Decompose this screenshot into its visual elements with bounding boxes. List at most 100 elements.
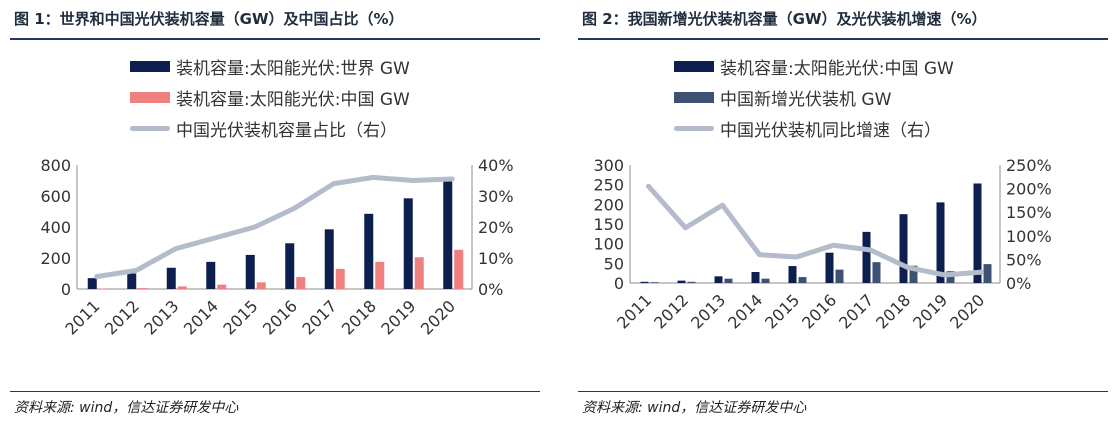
- bar: [946, 271, 955, 283]
- bar: [98, 288, 108, 290]
- y2-tick-label: 200%: [1006, 180, 1052, 199]
- y2-tick-label: 0%: [478, 280, 503, 299]
- bar: [835, 269, 844, 283]
- figure1-title: 图 1：世界和中国光伏装机容量（GW）及中国占比（%）: [14, 10, 404, 28]
- figure2-legend: 装机容量:太阳能光伏:中国 GW 中国新增光伏装机 GW 中国光伏装机同比增速（…: [674, 51, 954, 144]
- figure2-title: 图 2：我国新增光伏装机容量（GW）及光伏装机增速（%）: [582, 10, 987, 28]
- bar: [936, 202, 945, 283]
- x-tick-label: 2017: [835, 290, 877, 332]
- bar: [973, 183, 982, 283]
- legend-item: 中国光伏装机容量占比（右）: [130, 113, 410, 144]
- bar: [166, 267, 176, 289]
- y-tick-label: 200: [40, 249, 71, 268]
- y2-tick-label: 20%: [478, 218, 514, 237]
- bar: [256, 282, 266, 289]
- legend-label: 装机容量:太阳能光伏:世界 GW: [176, 59, 410, 79]
- y-tick-label: 600: [40, 187, 71, 206]
- figure1-title-rule: [10, 38, 540, 40]
- figure2-source: 资料来源: wind，信达证券研发中心: [582, 400, 807, 416]
- bar: [324, 229, 334, 289]
- x-tick-label: 2014: [724, 290, 766, 332]
- bar: [414, 257, 424, 289]
- bar: [403, 198, 413, 289]
- bar: [217, 284, 227, 289]
- bar: [899, 214, 908, 283]
- bar: [454, 249, 464, 289]
- bar: [788, 266, 797, 283]
- bar: [862, 231, 871, 283]
- bar: [443, 178, 453, 289]
- bar: [296, 277, 306, 289]
- legend-item: 装机容量:太阳能光伏:世界 GW: [130, 51, 410, 82]
- y-tick-label: 300: [593, 156, 624, 175]
- bar: [640, 281, 649, 283]
- legend-label: 中国光伏装机同比增速（右）: [720, 121, 941, 141]
- figure2-title-rule: [578, 38, 1108, 40]
- bar: [714, 276, 723, 283]
- bar: [87, 278, 97, 289]
- legend-label: 中国光伏装机容量占比（右）: [176, 121, 397, 141]
- legend-swatch: [674, 126, 714, 131]
- bar: [687, 281, 696, 283]
- y2-tick-label: 40%: [478, 156, 514, 175]
- legend-item: 装机容量:太阳能光伏:中国 GW: [130, 82, 410, 113]
- legend-item: 装机容量:太阳能光伏:中国 GW: [674, 51, 954, 82]
- legend-swatch: [130, 92, 170, 103]
- x-tick-label: 2011: [613, 290, 655, 332]
- bar: [375, 261, 385, 289]
- legend-label: 装机容量:太阳能光伏:中国 GW: [176, 90, 410, 110]
- bar: [206, 261, 216, 289]
- bar: [909, 265, 918, 283]
- series-line: [646, 183, 984, 278]
- bar: [364, 213, 374, 289]
- y-tick-label: 800: [40, 156, 71, 175]
- bar: [724, 278, 733, 283]
- x-tick-label: 2019: [909, 290, 951, 332]
- y-tick-label: 0: [61, 280, 71, 299]
- y2-tick-label: 30%: [478, 187, 514, 206]
- y-tick-label: 100: [593, 235, 624, 254]
- y-tick-label: 400: [40, 218, 71, 237]
- bar: [983, 264, 992, 283]
- legend-label: 装机容量:太阳能光伏:中国 GW: [720, 59, 954, 79]
- x-tick-label: 2018: [872, 290, 914, 332]
- y-tick-label: 0: [614, 274, 624, 293]
- y2-tick-label: 0%: [1006, 274, 1031, 293]
- bar: [872, 262, 881, 283]
- figure2-bottom-rule: [578, 391, 1108, 392]
- x-tick-label: 2020: [946, 290, 988, 332]
- bar: [825, 252, 834, 283]
- x-tick-label: 2012: [650, 290, 692, 332]
- series-line: [94, 174, 455, 280]
- bar: [650, 282, 659, 283]
- x-tick-label: 2016: [798, 290, 840, 332]
- bar: [138, 288, 148, 289]
- legend-swatch: [674, 92, 714, 103]
- bar: [177, 286, 187, 289]
- figure1-source: 资料来源: wind，信达证券研发中心: [14, 400, 239, 416]
- figure1-bottom-rule: [10, 391, 540, 392]
- y-tick-label: 50: [604, 254, 624, 273]
- bar: [798, 277, 807, 283]
- y2-tick-label: 250%: [1006, 156, 1052, 175]
- bar: [677, 280, 686, 283]
- legend-label: 中国新增光伏装机 GW: [720, 90, 892, 110]
- x-tick-label: 2013: [687, 290, 729, 332]
- y-tick-label: 250: [593, 176, 624, 195]
- bar: [127, 273, 137, 289]
- bar: [285, 243, 295, 289]
- figure1-legend: 装机容量:太阳能光伏:世界 GW 装机容量:太阳能光伏:中国 GW 中国光伏装机…: [130, 51, 410, 144]
- y-tick-label: 150: [593, 215, 624, 234]
- legend-item: 中国新增光伏装机 GW: [674, 82, 954, 113]
- bar: [751, 271, 760, 283]
- legend-swatch: [130, 126, 170, 131]
- bar: [335, 268, 345, 289]
- y2-tick-label: 50%: [1006, 250, 1042, 269]
- bar: [761, 278, 770, 283]
- legend-swatch: [674, 61, 714, 72]
- y-tick-label: 200: [593, 195, 624, 214]
- y2-tick-label: 10%: [478, 249, 514, 268]
- legend-swatch: [130, 61, 170, 72]
